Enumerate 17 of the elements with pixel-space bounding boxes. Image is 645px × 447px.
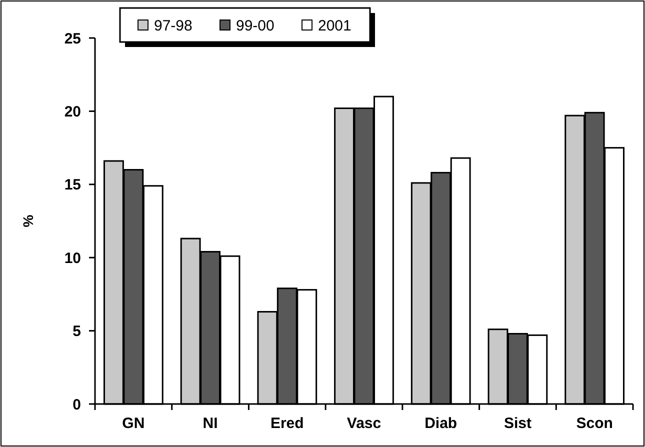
y-tick-label: 20 xyxy=(64,103,81,120)
x-tick-label: Ered xyxy=(270,415,304,432)
x-tick-label: Diab xyxy=(424,415,458,432)
legend-label: 97-98 xyxy=(154,17,192,34)
y-axis-title: % xyxy=(20,214,36,228)
x-tick-label: Vasc xyxy=(346,415,382,432)
legend-label: 99-00 xyxy=(236,17,274,34)
legend-label: 2001 xyxy=(318,17,352,34)
x-tick-label: Scon xyxy=(576,415,613,432)
y-tick-label: 5 xyxy=(72,323,81,340)
y-tick-label: 0 xyxy=(72,396,81,414)
y-tick-label: 10 xyxy=(64,250,81,267)
x-tick-label: NI xyxy=(202,415,218,432)
x-tick-label: Sist xyxy=(504,415,532,432)
y-tick-label: 25 xyxy=(64,30,81,48)
x-tick-label: GN xyxy=(122,415,145,432)
y-tick-label: 15 xyxy=(64,176,81,194)
